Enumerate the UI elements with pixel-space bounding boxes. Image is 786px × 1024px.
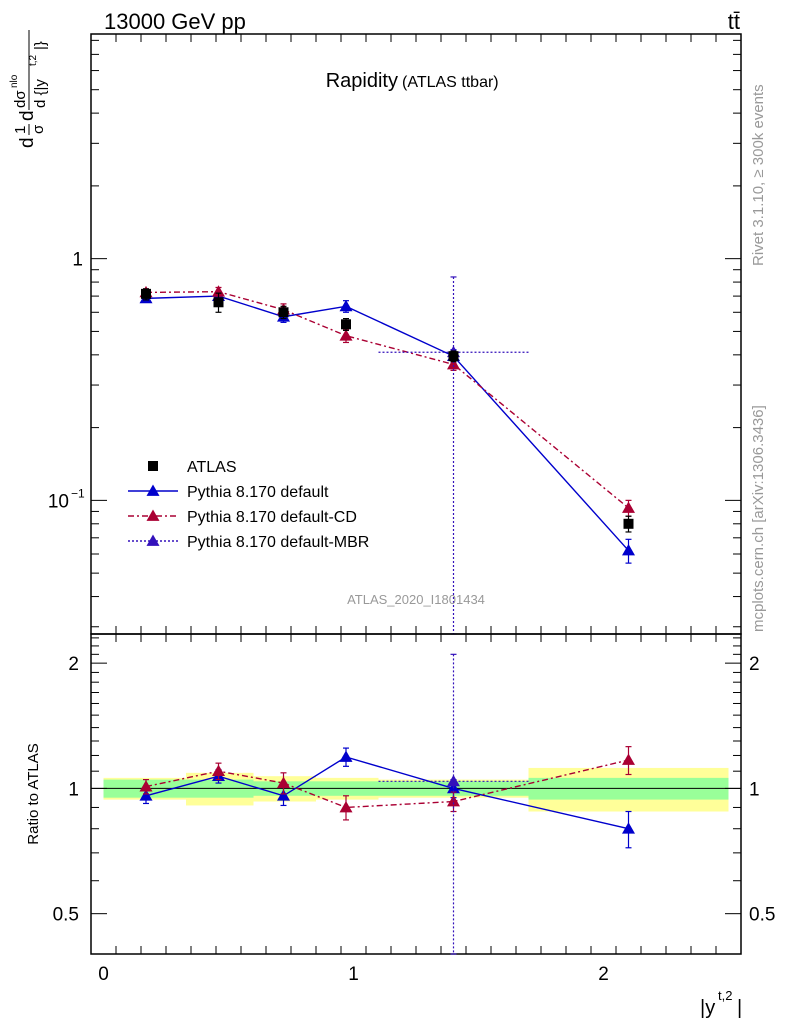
x-axis-label: |y t,2 | <box>700 988 742 1019</box>
legend-label-pythia-8-170-default: Pythia 8.170 default <box>187 484 329 501</box>
point-pythia-8-170-default-cd <box>622 501 635 513</box>
point-pythia-8-170-default-cd <box>339 329 353 341</box>
ratio-point-pythia-8-170-default-mbr <box>447 774 460 787</box>
legend-label-pythia-8-170-default-cd: Pythia 8.170 default-CD <box>187 509 357 526</box>
svg-text:t,2: t,2 <box>718 988 732 1003</box>
point-atlas <box>341 319 351 330</box>
svg-text:d: d <box>17 110 38 121</box>
x-tick-label: 2 <box>598 964 609 985</box>
ratio-point-pythia-8-170-default-cd <box>447 795 460 807</box>
ratio-point-pythia-8-170-default-cd <box>139 780 153 792</box>
svg-text:d: d <box>17 137 38 148</box>
analysis-watermark: ATLAS_2020_I1801434 <box>347 592 485 607</box>
plot-subtitle: (ATLAS ttbar) <box>402 74 499 91</box>
ratio-point-pythia-8-170-default <box>277 789 290 801</box>
legend-label-pythia-8-170-default-mbr: Pythia 8.170 default-MBR <box>187 534 369 551</box>
legend-label-atlas: ATLAS <box>187 459 237 476</box>
point-pythia-8-170-default <box>339 299 353 312</box>
svg-text:|y: |y <box>700 997 715 1019</box>
x-tick-label: 1 <box>348 964 359 985</box>
point-atlas <box>623 518 634 529</box>
ratio-y-tick-label: 1 <box>749 779 760 800</box>
plot-title: Rapidity <box>326 70 398 92</box>
y-tick-label: 1 <box>72 250 83 271</box>
point-pythia-8-170-default <box>622 544 635 556</box>
legend-marker-pythia-8-170-default <box>146 484 160 496</box>
ratio-point-pythia-8-170-default-cd <box>622 753 635 765</box>
point-atlas <box>278 307 289 318</box>
y-axis-label: d 1 σ d dσ nlo d {|y t,2 |} <box>9 30 49 148</box>
svg-text:nlo: nlo <box>9 74 20 88</box>
ratio-y-axis-label: Ratio to ATLAS <box>25 743 42 844</box>
ratio-point-pythia-8-170-default <box>139 789 153 801</box>
ratio-y-tick-label: 1 <box>68 779 79 800</box>
x-tick-label: 0 <box>98 964 109 985</box>
point-pythia-8-170-default-cd <box>447 357 460 370</box>
svg-text:d {|y: d {|y <box>32 79 49 108</box>
ratio-point-pythia-8-170-default <box>622 822 635 834</box>
rivet-version-label: Rivet 3.1.10, ≥ 300k events <box>750 84 767 266</box>
legend: ATLAS Pythia 8.170 default Pythia 8.170 de… <box>128 459 369 551</box>
legend-marker-atlas <box>148 461 158 471</box>
y-tick-label-exponent: −1 <box>71 486 85 500</box>
ratio-plot: 0 1 2 0.5 0.5 1 1 2 2 <box>53 633 775 985</box>
ratio-y-tick-label: 2 <box>749 654 760 675</box>
ratio-line-pythia-8-170-default-cd <box>145 759 629 809</box>
ratio-y-tick-label: 0.5 <box>53 905 79 926</box>
ratio-point-pythia-8-170-default-cd <box>212 764 225 777</box>
series-line-pythia-8-170-default-cd <box>145 290 629 509</box>
legend-marker-pythia-8-170-default-mbr <box>146 534 160 546</box>
point-atlas <box>141 288 151 299</box>
header-process-label: tt̄ <box>728 9 740 34</box>
mcplots-label: mcplots.cern.ch [arXiv:1306.3436] <box>750 405 767 632</box>
ratio-point-pythia-8-170-default-cd <box>339 800 353 813</box>
svg-text:t,2: t,2 <box>28 54 39 66</box>
legend-marker-pythia-8-170-default-cd <box>146 509 160 521</box>
ratio-line-pythia-8-170-default <box>145 756 629 830</box>
ratio-y-tick-label: 2 <box>68 654 79 675</box>
ratio-y-tick-label: 0.5 <box>749 905 775 926</box>
ratio-point-pythia-8-170-default <box>339 750 353 762</box>
point-pythia-8-170-default-cd <box>212 285 225 297</box>
svg-text:|}: |} <box>32 41 49 50</box>
svg-text:dσ: dσ <box>12 90 29 108</box>
point-atlas <box>213 297 224 308</box>
series-line-pythia-8-170-default <box>145 295 630 552</box>
svg-text:1: 1 <box>12 126 29 134</box>
header-energy-label: 13000 GeV pp <box>104 9 246 34</box>
point-atlas <box>448 351 459 362</box>
ratio-point-pythia-8-170-default-cd <box>277 776 290 788</box>
svg-text:|: | <box>737 997 742 1019</box>
y-tick-label: 10 <box>48 491 69 512</box>
svg-text:σ: σ <box>30 124 47 134</box>
